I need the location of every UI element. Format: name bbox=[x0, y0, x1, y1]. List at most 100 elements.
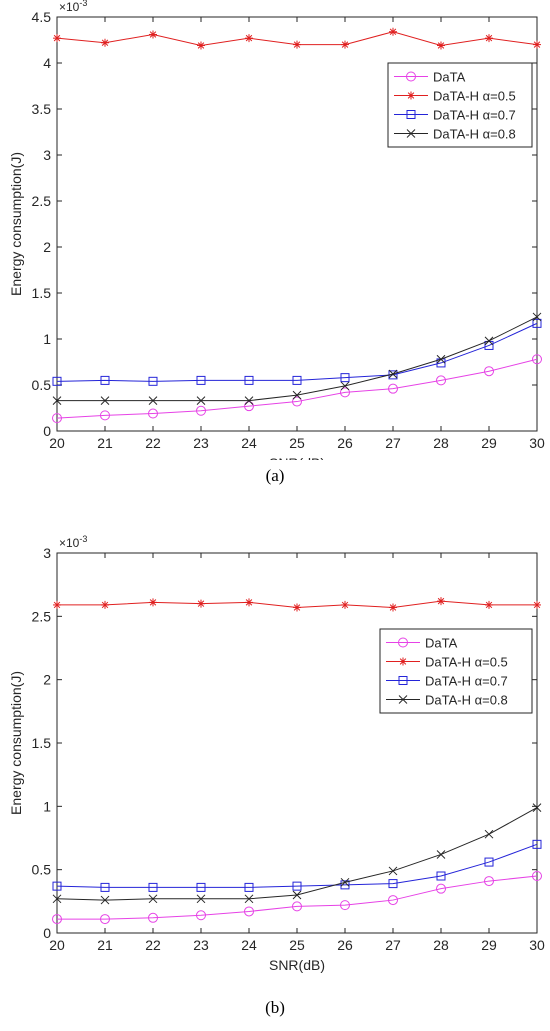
legend-label: DaTA bbox=[433, 70, 466, 85]
figure-b: 20 21 22 23 24 25 26 27 28 29 30 0 0.5 1 1.5 2 2.5 3 ×10-3… bbox=[0, 515, 550, 1031]
data-point bbox=[485, 600, 493, 609]
marker-stroke bbox=[406, 129, 416, 138]
data-point bbox=[532, 871, 542, 881]
figure-a: 20 21 22 23 24 25 26 27 28 29 30 0 0.5 1 1.5 2 2.5 3 3.5 4 4… bbox=[0, 0, 550, 515]
series-line bbox=[56, 843, 538, 888]
y-tick-label: 2 bbox=[43, 672, 51, 688]
y-tick-label: 4 bbox=[43, 55, 51, 71]
y-tick-label: 1.5 bbox=[32, 285, 52, 301]
data-point bbox=[52, 376, 62, 386]
exponent-base: ×10 bbox=[59, 0, 80, 14]
x-tick-label: 27 bbox=[385, 937, 401, 953]
legend-item: DaTA-H α=0.8 bbox=[386, 693, 508, 708]
x-tick-label: 26 bbox=[337, 435, 353, 451]
chart-b-exponent-label: ×10-3 bbox=[59, 534, 87, 550]
legend-label: DaTA-H α=0.5 bbox=[433, 89, 516, 104]
x-tick-label: 22 bbox=[145, 435, 161, 451]
legend-marker bbox=[398, 676, 408, 685]
marker-stroke bbox=[485, 34, 493, 42]
marker-stroke bbox=[149, 599, 157, 606]
data-point bbox=[388, 895, 398, 906]
marker-stroke bbox=[148, 396, 158, 405]
legend-label: DaTA-H α=0.7 bbox=[433, 108, 516, 123]
marker-stroke bbox=[484, 336, 494, 346]
marker-stroke bbox=[341, 601, 349, 609]
data-point bbox=[244, 375, 254, 385]
marker-stroke bbox=[101, 601, 109, 609]
marker-stroke bbox=[388, 866, 398, 876]
data-point bbox=[389, 27, 397, 36]
legend-label: DaTA-H α=0.5 bbox=[425, 655, 508, 670]
legend-marker bbox=[406, 129, 416, 138]
data-point bbox=[293, 603, 301, 612]
data-point bbox=[340, 373, 350, 383]
data-point bbox=[436, 871, 446, 881]
marker-stroke bbox=[149, 31, 157, 38]
marker-stroke bbox=[436, 354, 446, 364]
marker-stroke bbox=[196, 894, 206, 904]
legend-item: DaTA bbox=[394, 70, 466, 85]
marker-stroke bbox=[532, 803, 542, 812]
data-point bbox=[484, 876, 494, 887]
x-tick-label: 23 bbox=[193, 435, 209, 451]
marker-stroke bbox=[437, 42, 445, 49]
chart-a-series-3 bbox=[52, 312, 542, 405]
x-tick-label: 24 bbox=[241, 435, 257, 451]
chart-b-series-2 bbox=[52, 839, 542, 892]
data-point bbox=[436, 883, 446, 894]
legend-marker bbox=[398, 637, 408, 648]
data-point bbox=[196, 375, 206, 385]
marker-stroke bbox=[101, 39, 109, 46]
chart-b-series-3 bbox=[52, 803, 542, 905]
legend-item: DaTA-H α=0.5 bbox=[394, 89, 516, 104]
data-point bbox=[148, 882, 158, 892]
legend-marker bbox=[406, 71, 416, 82]
x-tick-label: 27 bbox=[385, 435, 401, 451]
data-point bbox=[53, 600, 61, 609]
data-point bbox=[485, 34, 493, 43]
marker-stroke bbox=[244, 396, 254, 405]
series-line bbox=[56, 358, 538, 419]
marker-stroke bbox=[399, 658, 407, 665]
data-point bbox=[244, 894, 254, 904]
data-point bbox=[533, 40, 541, 49]
data-point bbox=[340, 900, 350, 911]
series-line bbox=[57, 875, 538, 920]
data-point bbox=[389, 603, 397, 612]
marker-stroke bbox=[100, 396, 110, 405]
chart-a-series-0 bbox=[52, 354, 542, 424]
x-tick-label: 29 bbox=[481, 937, 497, 953]
chart-a-exponent-label: ×10-3 bbox=[59, 0, 87, 14]
y-tick-label: 0.5 bbox=[32, 377, 52, 393]
chart-b-y-axis-label: Energy consumption(J) bbox=[8, 671, 24, 815]
data-point bbox=[341, 40, 349, 49]
marker-stroke bbox=[293, 604, 301, 611]
y-tick-label: 0.5 bbox=[32, 862, 52, 878]
y-tick-label: 3 bbox=[43, 545, 51, 561]
legend-label: DaTA-H α=0.7 bbox=[425, 674, 508, 689]
chart-a-series-1 bbox=[53, 27, 541, 50]
marker-stroke bbox=[485, 601, 493, 609]
series-line bbox=[56, 322, 538, 382]
data-point bbox=[148, 912, 158, 923]
data-point bbox=[100, 914, 110, 925]
data-point bbox=[532, 318, 542, 328]
data-point bbox=[244, 401, 254, 412]
marker-stroke bbox=[52, 396, 62, 405]
marker-stroke bbox=[484, 829, 494, 839]
marker-stroke bbox=[341, 41, 349, 48]
chart-a-y-axis-label: Energy consumption(J) bbox=[8, 152, 24, 296]
data-point bbox=[100, 882, 110, 892]
y-tick-label: 2 bbox=[43, 239, 51, 255]
data-point bbox=[292, 881, 302, 891]
data-point bbox=[292, 375, 302, 385]
data-point bbox=[293, 40, 301, 49]
exponent-power: -3 bbox=[79, 0, 87, 8]
data-point bbox=[148, 376, 158, 386]
chart-b-series-1 bbox=[53, 597, 541, 612]
marker-stroke bbox=[389, 604, 397, 611]
y-tick-label: 2.5 bbox=[32, 193, 52, 209]
legend-marker bbox=[407, 91, 415, 100]
x-tick-label: 21 bbox=[97, 937, 113, 953]
legend-item: DaTA-H α=0.7 bbox=[386, 674, 508, 689]
